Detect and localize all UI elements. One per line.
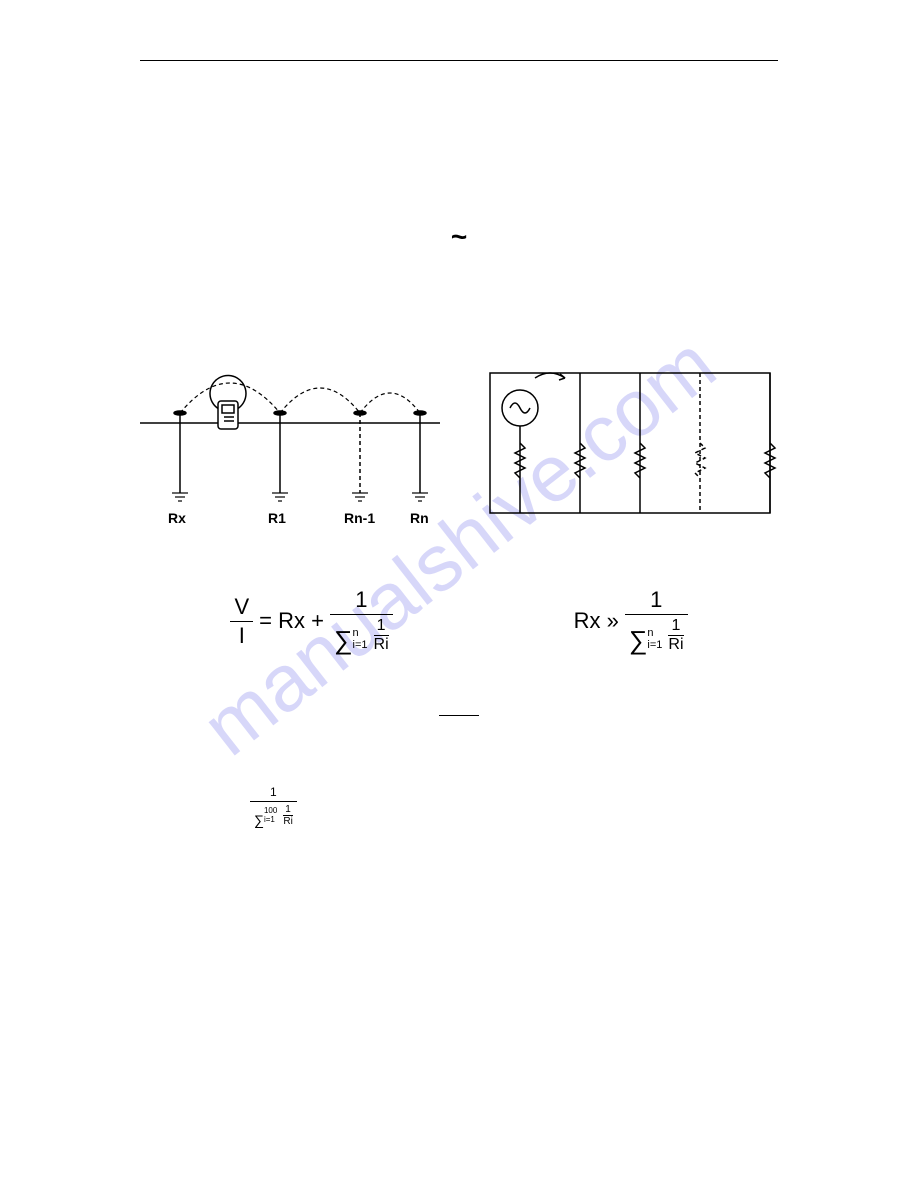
eq1-rhs-num: 1	[351, 588, 371, 614]
tilde-symbol: ~	[140, 221, 778, 253]
eq1-lhs-den: I	[235, 622, 249, 648]
equation-row: V I = Rx + 1 ∑ n i=1	[140, 588, 778, 655]
figure-row: Rx R1 Rn-1 Rn	[140, 353, 778, 538]
eq1-inner-den: Ri	[374, 636, 389, 654]
page-content: ~	[140, 60, 778, 828]
eq2-inner-den: Ri	[668, 636, 683, 654]
svg-text:Rn-1: Rn-1	[344, 510, 375, 526]
equation-1: V I = Rx + 1 ∑ n i=1	[230, 588, 392, 655]
small-equation: 1 ∑ 100 i=1 1 Ri	[250, 786, 778, 828]
eqs-rhs-num: 1	[266, 786, 281, 801]
eq1-sigma-upper: n	[353, 627, 359, 639]
eq1-lhs-num: V	[230, 595, 253, 621]
svg-text:Rn: Rn	[410, 510, 429, 526]
eqs-sigma-lower: i=1	[264, 816, 275, 825]
eq2-inner-num: 1	[672, 617, 681, 635]
eqs-inner-den: Ri	[283, 816, 292, 827]
sigma-icon: ∑	[254, 813, 264, 827]
svg-text:Rx: Rx	[168, 510, 186, 526]
mid-rule	[439, 715, 479, 716]
top-rule	[140, 60, 778, 61]
eq2-rhs-num: 1	[646, 588, 666, 614]
eq2-sigma-lower: i=1	[647, 639, 662, 651]
eq2-lhs: Rx »	[574, 608, 619, 634]
svg-text:R1: R1	[268, 510, 286, 526]
eq1-op: = Rx +	[259, 608, 324, 634]
ground-rod-diagram: Rx R1 Rn-1 Rn	[140, 353, 440, 538]
eq2-sigma-upper: n	[647, 627, 653, 639]
eq1-inner-num: 1	[377, 617, 386, 635]
sigma-icon: ∑	[334, 627, 353, 653]
eqs-inner-num: 1	[285, 804, 291, 815]
eq1-sigma-lower: i=1	[353, 639, 368, 651]
equivalent-circuit-diagram	[480, 353, 780, 538]
equation-2: Rx » 1 ∑ n i=1 1	[574, 588, 688, 655]
sigma-icon: ∑	[629, 627, 648, 653]
